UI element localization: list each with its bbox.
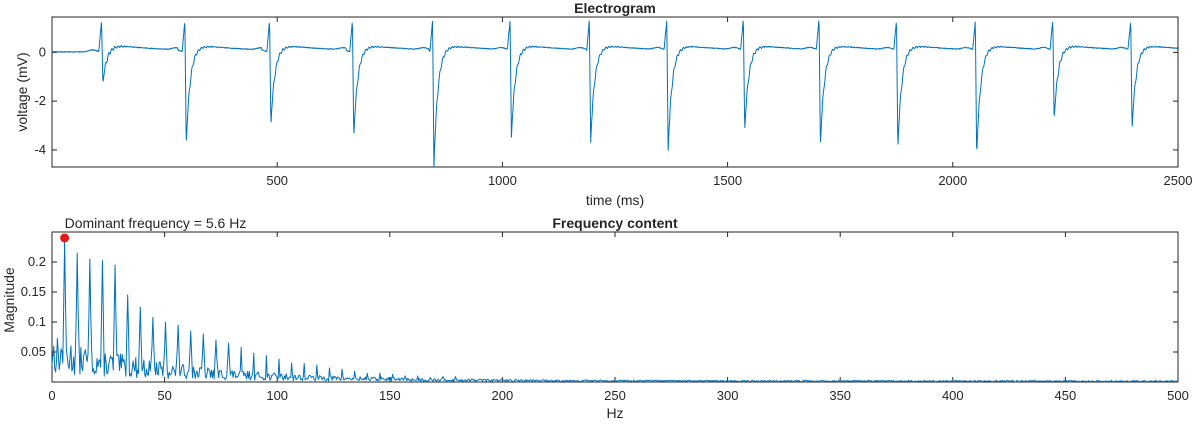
electrogram-y-ticks: 0 -2 -4 (34, 44, 1178, 157)
x-tick-label: 450 (1055, 388, 1077, 403)
x-tick-label: 1500 (713, 173, 742, 188)
electrogram-plot-box (51, 16, 1179, 168)
x-tick-label: 300 (717, 388, 739, 403)
x-tick-label: 0 (48, 388, 55, 403)
x-tick-label: 250 (604, 388, 626, 403)
frequency-y-label: Magnitude (1, 267, 17, 333)
x-tick-label: 2000 (938, 173, 967, 188)
frequency-plot-box (51, 231, 1179, 383)
y-tick-label: 0.05 (21, 344, 46, 359)
frequency-spectrum-line (51, 240, 1179, 383)
y-tick-label: 0.15 (21, 284, 46, 299)
dominant-frequency-marker (60, 233, 70, 243)
x-tick-label: 400 (942, 388, 964, 403)
frequency-x-label: Hz (606, 405, 623, 421)
x-tick-label: 350 (829, 388, 851, 403)
y-tick-label: 0.1 (28, 314, 46, 329)
electrogram-title: Electrogram (574, 0, 656, 16)
x-tick-label: 200 (492, 388, 514, 403)
y-tick-label: -4 (34, 142, 46, 157)
x-tick-label: 50 (157, 388, 171, 403)
dominant-frequency-label: Dominant frequency = 5.6 Hz (65, 215, 247, 231)
x-tick-label: 500 (1167, 388, 1189, 403)
electrogram-axes: Electrogram 500 1000 1500 2000 2500 0 -2 -4 ti… (14, 0, 1192, 208)
electrogram-x-label: time (ms) (586, 192, 644, 208)
x-tick-label: 1000 (488, 173, 517, 188)
y-tick-label: -2 (34, 93, 46, 108)
x-tick-label: 100 (266, 388, 288, 403)
frequency-title: Frequency content (552, 215, 678, 231)
y-tick-label: 0 (39, 44, 46, 59)
frequency-x-ticks: 0 50 100 150 200 250 300 350 400 450 500 (48, 232, 1189, 403)
x-tick-label: 150 (379, 388, 401, 403)
electrogram-signal-line (51, 20, 1179, 168)
electrogram-x-ticks: 500 1000 1500 2000 2500 (266, 17, 1192, 188)
frequency-axes: Frequency content 0 50 100 150 200 250 300 350 4… (1, 215, 1189, 421)
electrogram-y-label: voltage (mV) (14, 52, 30, 131)
x-tick-label: 2500 (1164, 173, 1193, 188)
x-tick-label: 500 (266, 173, 288, 188)
frequency-y-ticks: 0.05 0.1 0.15 0.2 (21, 254, 1178, 359)
y-tick-label: 0.2 (28, 254, 46, 269)
